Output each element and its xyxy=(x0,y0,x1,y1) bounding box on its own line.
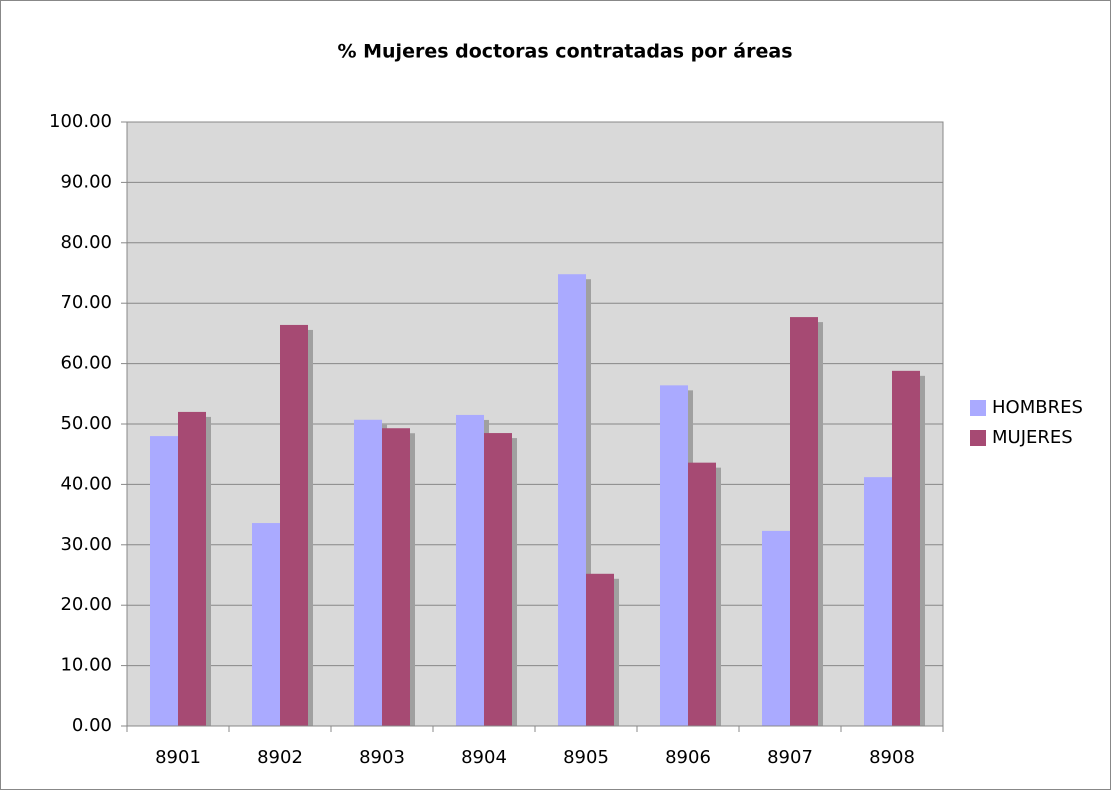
bar xyxy=(484,433,512,726)
bar xyxy=(382,428,410,726)
y-tick-label: 40.00 xyxy=(60,473,112,494)
bar xyxy=(762,530,790,726)
y-tick-label: 30.00 xyxy=(60,534,112,555)
legend-label: MUJERES xyxy=(992,427,1073,448)
bar xyxy=(892,370,920,726)
bar xyxy=(178,411,206,726)
legend-swatch xyxy=(970,430,986,446)
x-tick-label: 8903 xyxy=(359,747,405,768)
x-tick-label: 8902 xyxy=(257,747,303,768)
legend-swatch xyxy=(970,400,986,416)
x-tick-label: 8904 xyxy=(461,747,507,768)
bar xyxy=(354,419,382,726)
y-tick-label: 60.00 xyxy=(60,353,112,374)
bar xyxy=(586,573,614,726)
bar xyxy=(790,317,818,726)
y-tick-label: 90.00 xyxy=(60,171,112,192)
x-tick-label: 8907 xyxy=(767,747,813,768)
bar xyxy=(688,462,716,726)
x-tick-label: 8901 xyxy=(155,747,201,768)
bar xyxy=(558,274,586,726)
x-tick-label: 8905 xyxy=(563,747,609,768)
bar xyxy=(456,414,484,726)
y-tick-label: 50.00 xyxy=(60,413,112,434)
bar xyxy=(280,324,308,726)
y-tick-label: 10.00 xyxy=(60,655,112,676)
bar xyxy=(660,385,688,726)
chart-title: % Mujeres doctoras contratadas por áreas xyxy=(337,41,792,63)
bar xyxy=(150,436,178,726)
bar xyxy=(864,477,892,726)
x-tick-label: 8906 xyxy=(665,747,711,768)
y-tick-label: 100.00 xyxy=(49,111,112,132)
y-tick-label: 70.00 xyxy=(60,292,112,313)
bar xyxy=(252,523,280,726)
x-tick-label: 8908 xyxy=(869,747,915,768)
y-tick-label: 0.00 xyxy=(72,715,112,736)
legend-label: HOMBRES xyxy=(992,397,1083,418)
y-tick-label: 80.00 xyxy=(60,232,112,253)
y-tick-label: 20.00 xyxy=(60,594,112,615)
